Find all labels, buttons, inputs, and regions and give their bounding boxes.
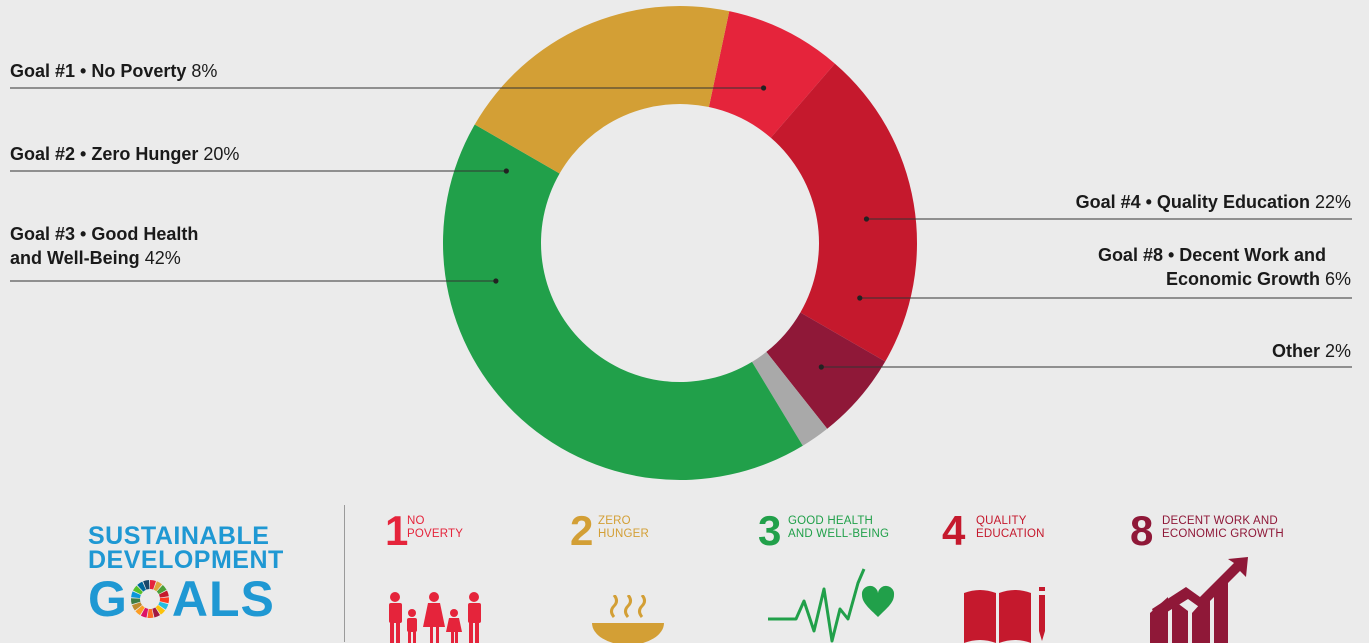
goal-8-number: 8 <box>1130 507 1154 554</box>
goal-3-tile: 3 GOOD HEALTH AND WELL-BEING <box>758 507 918 643</box>
label-goal-3-name-2: and Well-Being <box>10 248 140 268</box>
goal-3-number: 3 <box>758 507 782 554</box>
label-other-name: Other <box>1271 341 1320 361</box>
goal-2-tile: 2 ZERO HUNGER <box>570 507 710 643</box>
wheel-segment <box>159 597 169 604</box>
leader-lines <box>10 85 1352 370</box>
label-goal-8: Goal #8 • Decent Work and Economic Growt… <box>1098 243 1351 291</box>
wheel-segment <box>155 605 166 615</box>
goal-4-title: QUALITY EDUCATION <box>976 515 1045 540</box>
label-goal-2: Goal #2 • Zero Hunger 20% <box>10 142 239 166</box>
donut-slice <box>752 351 828 446</box>
leader-dot <box>857 295 863 301</box>
heartbeat-icon <box>768 568 895 643</box>
leader-dot <box>818 364 824 370</box>
wheel-segment <box>153 581 162 592</box>
label-goal-1-pct: 8% <box>191 61 218 81</box>
label-goal-1: Goal #1 • No Poverty 8% <box>10 59 217 83</box>
logo-line-1: SUSTAINABLE <box>88 524 270 550</box>
leader-dot <box>493 278 499 284</box>
label-goal-2-pct: 20% <box>203 144 240 164</box>
label-goal-1-name: Goal #1 • No Poverty <box>10 61 187 81</box>
wheel-segment <box>130 598 141 605</box>
logo-goals: G ALS <box>88 574 308 624</box>
goal-3-title: GOOD HEALTH AND WELL-BEING <box>788 515 890 540</box>
leader-dot <box>760 85 767 91</box>
wheel-segment <box>135 605 145 616</box>
label-other-pct: 2% <box>1324 341 1351 361</box>
label-goal-8-pct: 6% <box>1324 269 1351 289</box>
wheel-segment <box>131 602 142 611</box>
goal-1-tile: 1 NO POVERTY <box>385 507 525 643</box>
goal-2-title: ZERO HUNGER <box>598 515 650 540</box>
label-goal-4-name: Goal #4 • Quality Education <box>1075 192 1310 212</box>
goal-8-tile: 8 DECENT WORK AND ECONOMIC GROWTH <box>1130 507 1330 643</box>
wheel-segment <box>147 608 154 618</box>
bowl-icon <box>592 595 664 643</box>
wheel-segment <box>152 607 160 618</box>
leader-dot <box>503 168 509 174</box>
goal-1-number: 1 <box>385 507 409 554</box>
wheel-segment <box>156 584 167 595</box>
goal-2-number: 2 <box>570 507 594 554</box>
wheel-segment <box>149 580 156 590</box>
wheel-segment <box>140 607 149 618</box>
label-goal-2-name: Goal #2 • Zero Hunger <box>10 144 199 164</box>
logo-line-2: DEVELOPMENT <box>88 546 284 574</box>
book-pencil-icon <box>964 587 1045 643</box>
family-icon <box>389 592 481 643</box>
label-goal-4: Goal #4 • Quality Education 22% <box>1076 190 1351 214</box>
logo-goals-g: G <box>88 571 128 627</box>
label-goal-8-name-1: Goal #8 • Decent Work and <box>1097 245 1326 265</box>
leader-dot <box>863 216 870 222</box>
wheel-segment <box>130 591 141 599</box>
goal-4-number: 4 <box>942 507 966 554</box>
growth-chart-icon <box>1150 557 1248 643</box>
goal-8-title: DECENT WORK AND ECONOMIC GROWTH <box>1162 515 1284 540</box>
label-other: Other 2% <box>1272 339 1351 363</box>
divider <box>344 505 345 642</box>
donut-slice <box>708 11 835 138</box>
donut-slices <box>443 6 917 480</box>
label-goal-8-name-2: Economic Growth <box>1165 269 1320 289</box>
goal-4-tile: 4 QUALITY EDUCATION <box>942 507 1082 643</box>
sdg-logo: SUSTAINABLE DEVELOPMENT G ALS <box>88 524 308 642</box>
logo-goals-als: ALS <box>171 571 275 627</box>
donut-slice <box>766 312 886 429</box>
label-goal-3: Goal #3 • Good Health and Well-Being 42% <box>10 222 198 270</box>
wheel-segment <box>158 590 169 598</box>
donut-slice <box>770 63 917 362</box>
label-goal-4-pct: 22% <box>1314 192 1351 212</box>
goal-1-title: NO POVERTY <box>407 515 464 540</box>
wheel-segment <box>143 580 150 590</box>
label-goal-3-pct: 42% <box>144 248 181 268</box>
wheel-segment <box>132 585 143 595</box>
wheel-segment <box>158 601 169 610</box>
wheel-segment <box>137 581 146 592</box>
donut-slice <box>443 124 803 480</box>
label-goal-3-name-1: Goal #3 • Good Health <box>10 224 199 244</box>
donut-slice <box>474 6 730 174</box>
sdg-wheel-icon <box>130 580 169 618</box>
